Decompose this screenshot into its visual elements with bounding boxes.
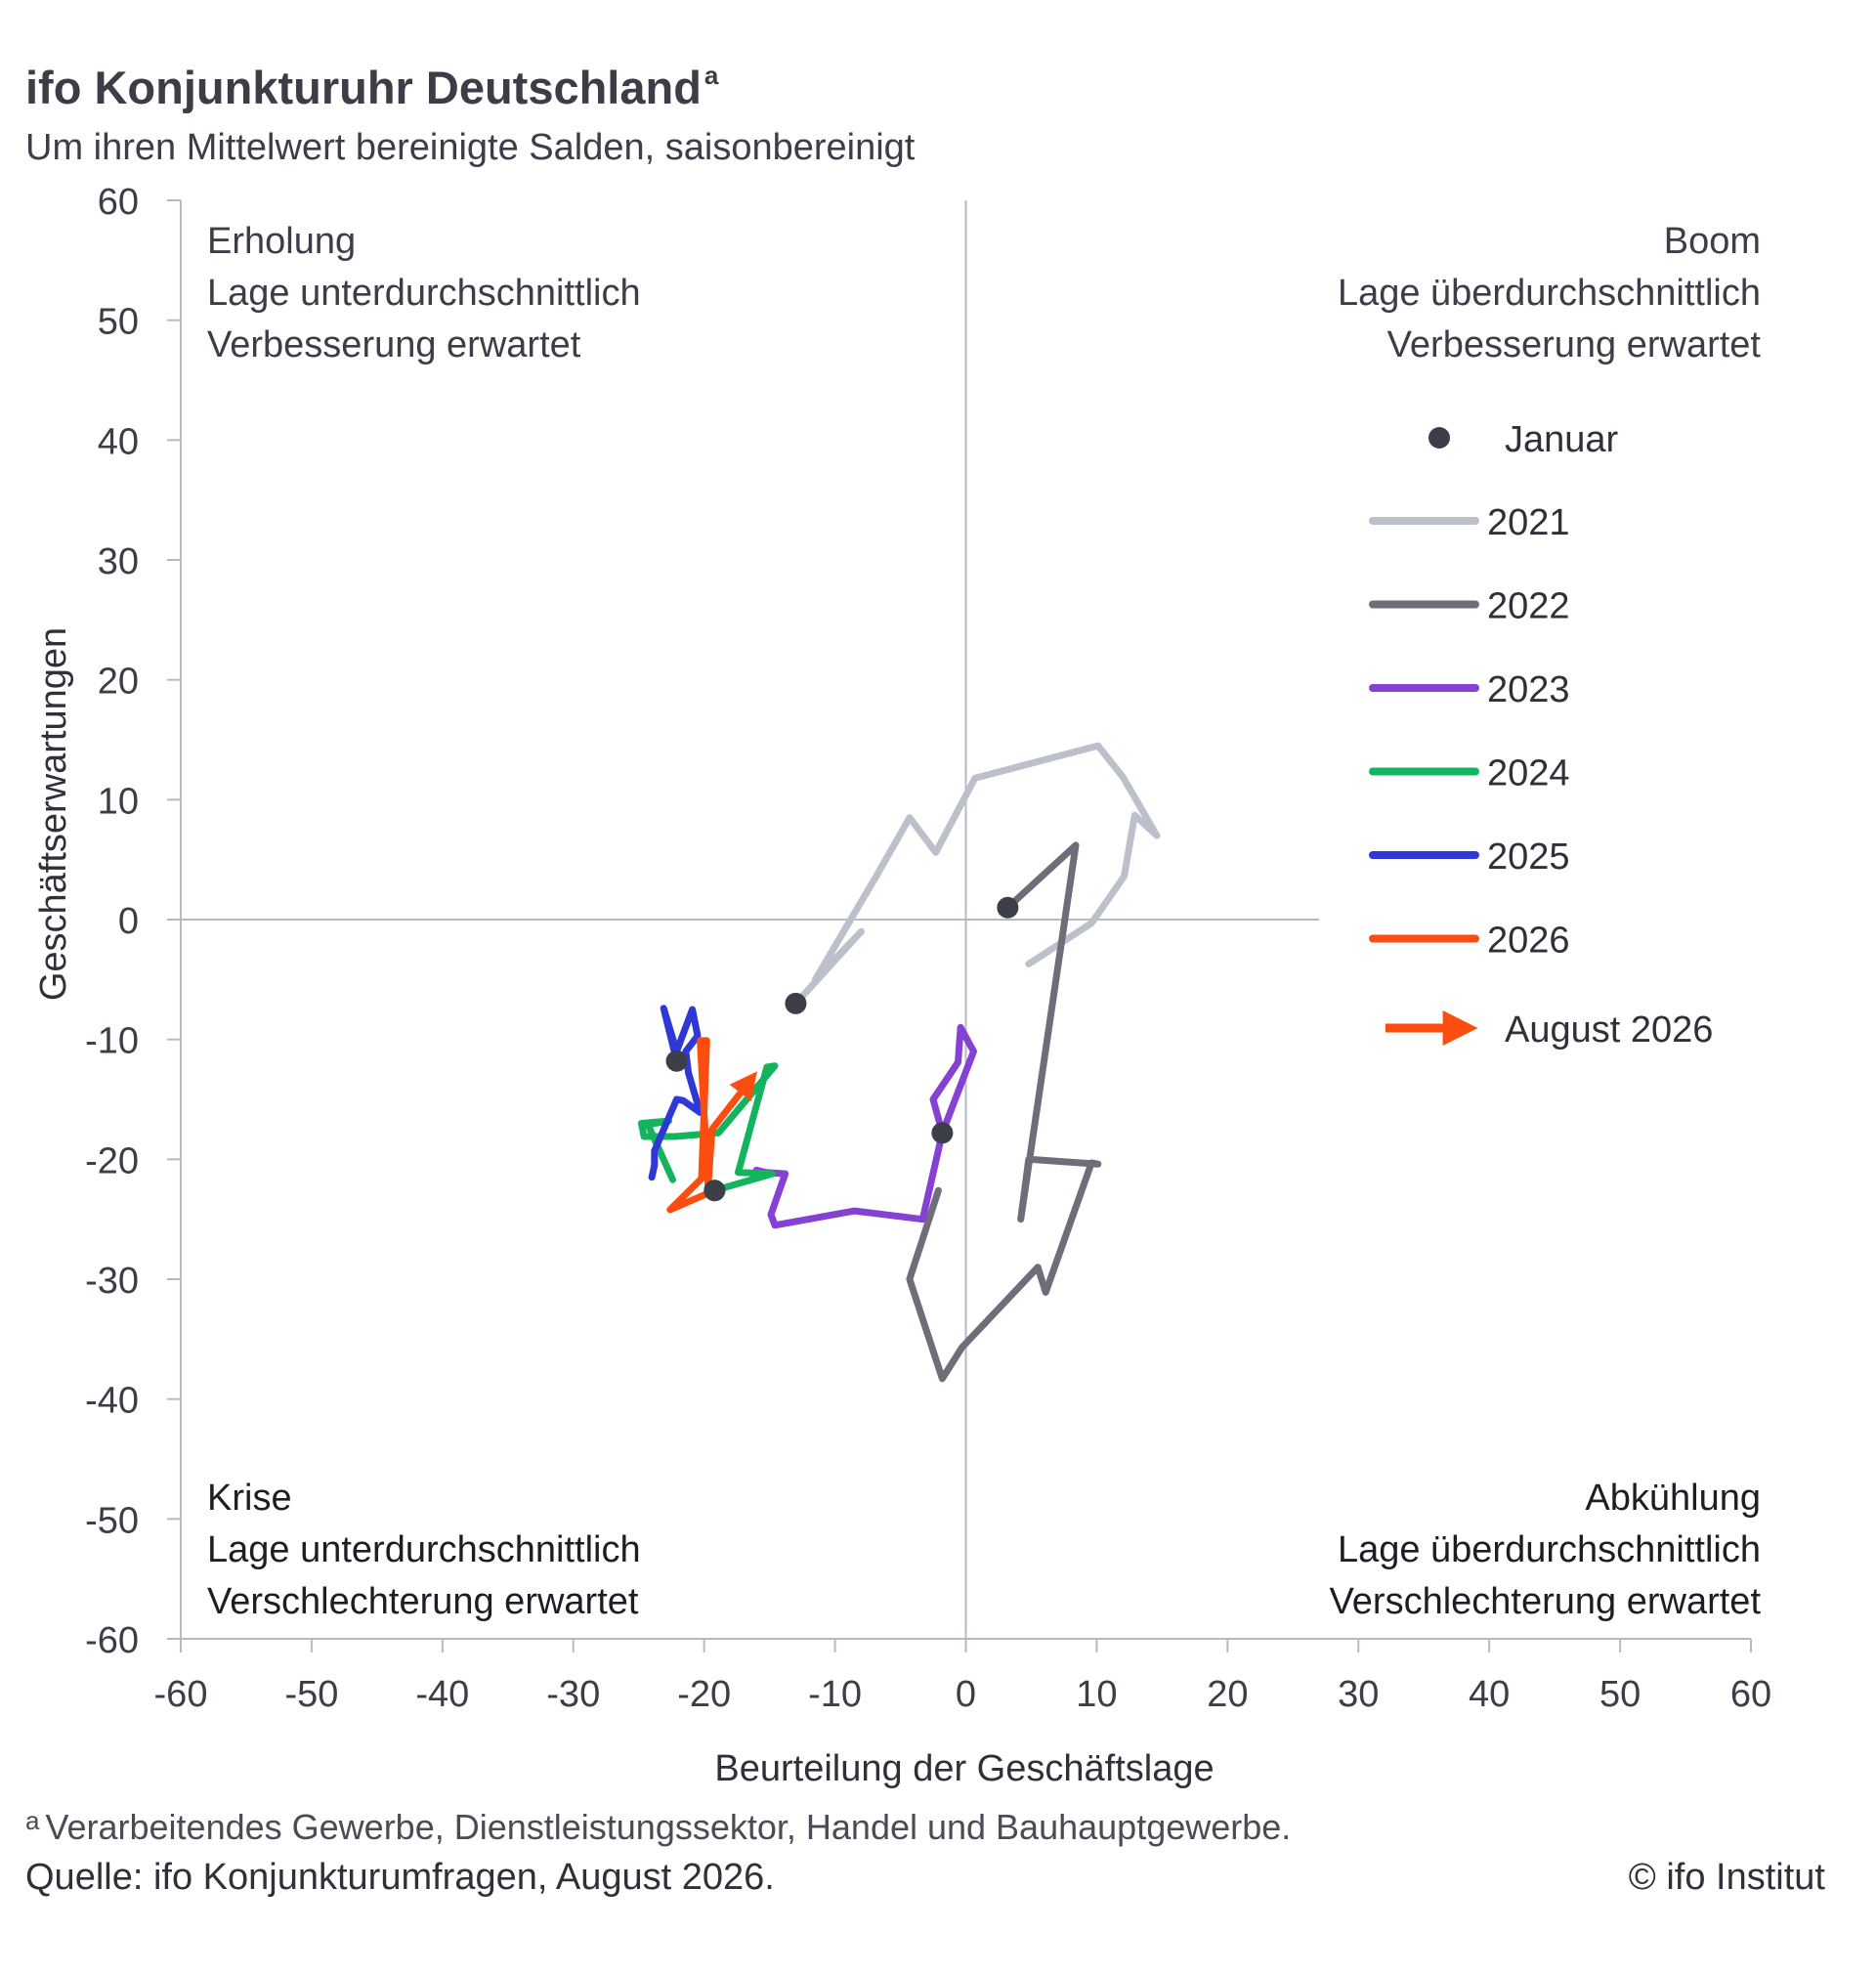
x-tick-label: -30	[546, 1674, 600, 1715]
y-axis-ticks: 60 50 40 30 20 10 0 -10 -20 -30 -40 -50 -60	[85, 182, 181, 1661]
x-axis-label: Beurteilung der Geschäftslage	[714, 1748, 1214, 1789]
january-markers	[665, 896, 1019, 1202]
january-marker-2025	[665, 1050, 688, 1072]
legend: Januar 2021 2022 2023 2024 2025 2026 August 2…	[1369, 419, 1713, 1051]
legend-arrow-label: August 2026	[1505, 1009, 1713, 1051]
quadrant-boom: Boom Lage überdurchschnittlich Verbesser…	[1338, 221, 1761, 365]
y-tick-label: 40	[98, 421, 139, 462]
x-axis-ticks: -60 -50 -40 -30 -20 -10 0 10 20 30 40 50 60	[154, 1639, 1771, 1715]
y-tick-label: 30	[98, 541, 139, 582]
x-tick-label: -60	[154, 1674, 208, 1715]
legend-january-label: Januar	[1505, 419, 1619, 460]
quadrant-erholung-line1: Lage unterdurchschnittlich	[207, 273, 641, 314]
legend-label-2025: 2025	[1487, 837, 1570, 878]
y-tick-label: 60	[98, 182, 139, 223]
quadrant-abkuehlung-line1: Lage überdurchschnittlich	[1338, 1529, 1761, 1570]
legend-label-2026: 2026	[1487, 921, 1570, 962]
quadrant-abkuehlung-line2: Verschlechterung erwartet	[1330, 1581, 1762, 1622]
chart-subtitle: Um ihren Mittelwert bereinigte Salden, s…	[25, 127, 916, 168]
y-tick-label: 20	[98, 662, 139, 703]
x-tick-label: -10	[808, 1674, 862, 1715]
x-tick-label: -20	[677, 1674, 731, 1715]
quadrant-boom-title: Boom	[1664, 221, 1761, 262]
january-marker-2026	[704, 1180, 726, 1202]
x-tick-label: 20	[1207, 1674, 1248, 1715]
chart-title: ifo Konjunkturuhr Deutschland a	[25, 61, 719, 113]
series-line-2022	[906, 841, 1102, 1383]
x-tick-label: 60	[1730, 1674, 1771, 1715]
quadrant-boom-line1: Lage überdurchschnittlich	[1338, 273, 1761, 314]
footnote-mark: a	[25, 1806, 40, 1835]
legend-label-2023: 2023	[1487, 669, 1570, 710]
x-tick-label: 0	[956, 1674, 976, 1715]
x-tick-label: 30	[1338, 1674, 1379, 1715]
series-line-2023	[752, 1023, 977, 1229]
january-marker-2023	[931, 1122, 954, 1144]
quadrant-krise-line2: Verschlechterung erwartet	[207, 1581, 639, 1622]
legend-january-marker	[1428, 427, 1450, 449]
series-line-2026	[666, 1037, 757, 1214]
legend-label-2022: 2022	[1487, 586, 1570, 627]
y-tick-label: -50	[85, 1500, 139, 1541]
y-tick-label: -60	[85, 1620, 139, 1661]
series-line-2021	[791, 742, 1161, 1008]
y-tick-label: 0	[118, 901, 139, 942]
quadrant-boom-line2: Verbesserung erwartet	[1387, 324, 1762, 365]
january-marker-2021	[785, 992, 807, 1014]
copyright: © ifo Institut	[1628, 1857, 1825, 1898]
footnote: a Verarbeitendes Gewerbe, Dienstleistungs…	[25, 1806, 1291, 1848]
x-tick-label: 50	[1599, 1674, 1641, 1715]
y-tick-label: -30	[85, 1261, 139, 1302]
quadrant-krise-title: Krise	[207, 1478, 292, 1519]
footnote-text: Verarbeitendes Gewerbe, Dienstleistungss…	[45, 1807, 1292, 1847]
quadrant-krise-line1: Lage unterdurchschnittlich	[207, 1529, 641, 1570]
source-note: Quelle: ifo Konjunkturumfragen, August 2…	[25, 1857, 775, 1898]
y-tick-label: -20	[85, 1140, 139, 1181]
y-tick-label: 50	[98, 302, 139, 343]
y-tick-label: 10	[98, 781, 139, 822]
x-tick-label: -50	[284, 1674, 338, 1715]
legend-label-2024: 2024	[1487, 753, 1570, 794]
quadrant-erholung-title: Erholung	[207, 221, 356, 262]
legend-series: 2021 2022 2023 2024 2025 2026	[1369, 502, 1570, 962]
january-marker-2022	[997, 896, 1019, 919]
title-footnote-mark: a	[704, 61, 719, 90]
quadrant-abkuehlung: Abkühlung Lage überdurchschnittlich Vers…	[1330, 1478, 1762, 1622]
quadrant-erholung: Erholung Lage unterdurchschnittlich Verb…	[207, 221, 641, 365]
y-tick-label: -10	[85, 1021, 139, 1062]
quadrant-abkuehlung-title: Abkühlung	[1585, 1478, 1761, 1519]
quadrant-erholung-line2: Verbesserung erwartet	[207, 324, 581, 365]
legend-label-2021: 2021	[1487, 502, 1570, 543]
quadrant-krise: Krise Lage unterdurchschnittlich Verschl…	[207, 1478, 641, 1622]
data-series	[637, 742, 1161, 1383]
x-tick-label: 10	[1076, 1674, 1117, 1715]
y-tick-label: -40	[85, 1381, 139, 1422]
x-tick-label: -40	[415, 1674, 469, 1715]
y-axis-label: Geschäftserwartungen	[33, 627, 74, 1001]
x-tick-label: 40	[1469, 1674, 1510, 1715]
